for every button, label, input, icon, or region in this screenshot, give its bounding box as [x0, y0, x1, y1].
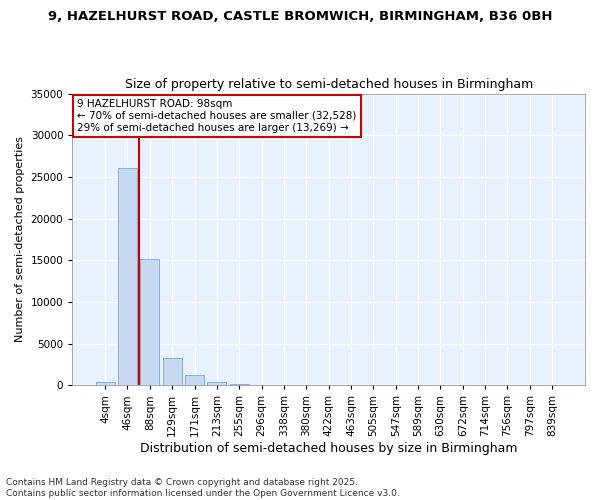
Title: Size of property relative to semi-detached houses in Birmingham: Size of property relative to semi-detach… — [125, 78, 533, 91]
Text: Contains HM Land Registry data © Crown copyright and database right 2025.
Contai: Contains HM Land Registry data © Crown c… — [6, 478, 400, 498]
Y-axis label: Number of semi-detached properties: Number of semi-detached properties — [15, 136, 25, 342]
Bar — [95, 382, 115, 386]
Text: 9 HAZELHURST ROAD: 98sqm
← 70% of semi-detached houses are smaller (32,528)
29% : 9 HAZELHURST ROAD: 98sqm ← 70% of semi-d… — [77, 100, 357, 132]
Bar — [118, 168, 137, 386]
Bar — [140, 258, 160, 386]
Bar — [185, 376, 204, 386]
Bar — [163, 358, 182, 386]
Bar — [230, 384, 249, 386]
Text: 9, HAZELHURST ROAD, CASTLE BROMWICH, BIRMINGHAM, B36 0BH: 9, HAZELHURST ROAD, CASTLE BROMWICH, BIR… — [48, 10, 552, 23]
Bar — [208, 382, 226, 386]
X-axis label: Distribution of semi-detached houses by size in Birmingham: Distribution of semi-detached houses by … — [140, 442, 517, 455]
